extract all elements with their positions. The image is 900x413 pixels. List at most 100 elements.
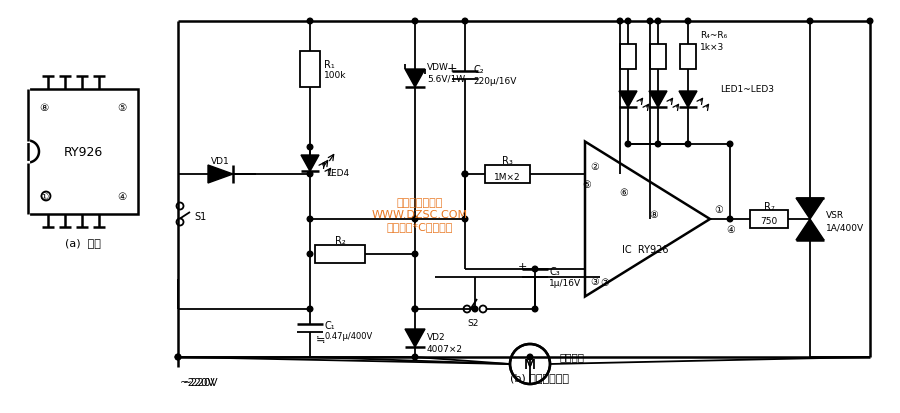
- Text: VD2: VD2: [427, 333, 446, 342]
- Circle shape: [463, 217, 468, 222]
- Circle shape: [412, 306, 418, 312]
- Circle shape: [655, 19, 661, 25]
- Circle shape: [472, 306, 478, 312]
- Circle shape: [463, 172, 468, 177]
- Circle shape: [868, 19, 873, 25]
- Bar: [300, 52, 320, 88]
- Text: ⑤: ⑤: [117, 103, 127, 113]
- Polygon shape: [796, 219, 824, 240]
- Polygon shape: [679, 92, 697, 108]
- Text: C₃: C₃: [549, 266, 560, 276]
- Circle shape: [463, 172, 468, 177]
- Circle shape: [176, 354, 181, 360]
- Polygon shape: [796, 199, 824, 219]
- Text: (b) 典型应用电路: (b) 典型应用电路: [510, 372, 570, 382]
- Text: 750: 750: [760, 217, 778, 226]
- Bar: [28, 90, 138, 214]
- Text: ①: ①: [40, 192, 49, 202]
- Polygon shape: [208, 166, 233, 183]
- Text: ⑧: ⑧: [650, 209, 659, 219]
- Text: S1: S1: [194, 211, 206, 221]
- Circle shape: [412, 306, 418, 312]
- Text: ⑥: ⑥: [619, 188, 628, 197]
- Circle shape: [807, 19, 813, 25]
- Text: ~220V: ~220V: [183, 377, 219, 387]
- Text: VSR: VSR: [826, 210, 844, 219]
- Bar: [485, 166, 530, 183]
- Circle shape: [307, 306, 313, 312]
- Polygon shape: [405, 70, 425, 88]
- Circle shape: [412, 354, 418, 360]
- Text: R₇: R₇: [763, 202, 774, 211]
- Circle shape: [647, 19, 652, 25]
- Text: M: M: [524, 357, 536, 371]
- Text: 0.47μ/400V: 0.47μ/400V: [324, 332, 373, 341]
- Text: VD1: VD1: [211, 156, 230, 165]
- Circle shape: [307, 145, 313, 150]
- Text: 5.6V/1W: 5.6V/1W: [427, 74, 465, 83]
- Text: ③: ③: [590, 276, 599, 286]
- Text: IC  RY926: IC RY926: [622, 244, 668, 254]
- Circle shape: [655, 142, 661, 147]
- Text: C₁: C₁: [324, 320, 335, 330]
- Text: +: +: [446, 62, 457, 74]
- Text: LED4: LED4: [326, 169, 349, 178]
- Text: 4007×2: 4007×2: [427, 345, 463, 354]
- Bar: [315, 245, 365, 263]
- Text: 1μ/16V: 1μ/16V: [549, 278, 581, 287]
- Circle shape: [727, 217, 733, 222]
- Circle shape: [307, 172, 313, 177]
- Text: R₃: R₃: [501, 156, 512, 166]
- Bar: [650, 45, 666, 70]
- Circle shape: [412, 217, 418, 222]
- Bar: [750, 211, 788, 228]
- Circle shape: [532, 306, 538, 312]
- Text: R₁: R₁: [324, 60, 335, 70]
- Circle shape: [412, 252, 418, 257]
- Circle shape: [307, 217, 313, 222]
- Text: ⑤: ⑤: [582, 180, 591, 190]
- Circle shape: [626, 142, 631, 147]
- Text: ~220V: ~220V: [180, 377, 216, 387]
- Text: ⑧: ⑧: [40, 103, 49, 113]
- Text: VDW: VDW: [427, 63, 449, 72]
- Circle shape: [176, 354, 181, 360]
- Text: 1k×3: 1k×3: [700, 43, 725, 51]
- Text: R₄~R₆: R₄~R₆: [700, 31, 727, 39]
- Text: 100k: 100k: [324, 71, 346, 80]
- Text: RY926: RY926: [63, 146, 103, 159]
- Text: 吊扇电机: 吊扇电机: [560, 351, 585, 361]
- Text: ④: ④: [117, 192, 127, 202]
- Polygon shape: [649, 92, 667, 108]
- Text: 220μ/16V: 220μ/16V: [473, 77, 517, 86]
- Text: ②: ②: [590, 161, 599, 171]
- Text: 1A/400V: 1A/400V: [826, 223, 864, 232]
- Text: 1M×2: 1M×2: [494, 172, 520, 181]
- Polygon shape: [301, 156, 319, 172]
- Circle shape: [626, 19, 631, 25]
- Text: S2: S2: [467, 319, 479, 328]
- Bar: [620, 45, 636, 70]
- Circle shape: [685, 19, 691, 25]
- Circle shape: [307, 19, 313, 25]
- Text: +: +: [518, 261, 527, 271]
- Text: ④: ④: [726, 224, 734, 235]
- Circle shape: [412, 19, 418, 25]
- Circle shape: [307, 252, 313, 257]
- Text: ⑦: ⑦: [600, 277, 609, 287]
- Circle shape: [685, 142, 691, 147]
- Circle shape: [727, 142, 733, 147]
- Circle shape: [527, 354, 533, 360]
- Text: ≒: ≒: [316, 334, 326, 344]
- Text: LED1~LED3: LED1~LED3: [720, 85, 774, 94]
- Text: (a)  外形: (a) 外形: [65, 237, 101, 247]
- Circle shape: [463, 19, 468, 25]
- Bar: [680, 45, 696, 70]
- Text: M: M: [524, 357, 536, 371]
- Text: R₂: R₂: [335, 235, 346, 245]
- Circle shape: [617, 19, 623, 25]
- Text: 维库电子市场网
WWW.DZSC.COM
全球最大*C采购网站: 维库电子市场网 WWW.DZSC.COM 全球最大*C采购网站: [372, 198, 468, 231]
- Text: C₂: C₂: [473, 65, 483, 75]
- Text: ①: ①: [714, 204, 723, 214]
- Polygon shape: [619, 92, 637, 108]
